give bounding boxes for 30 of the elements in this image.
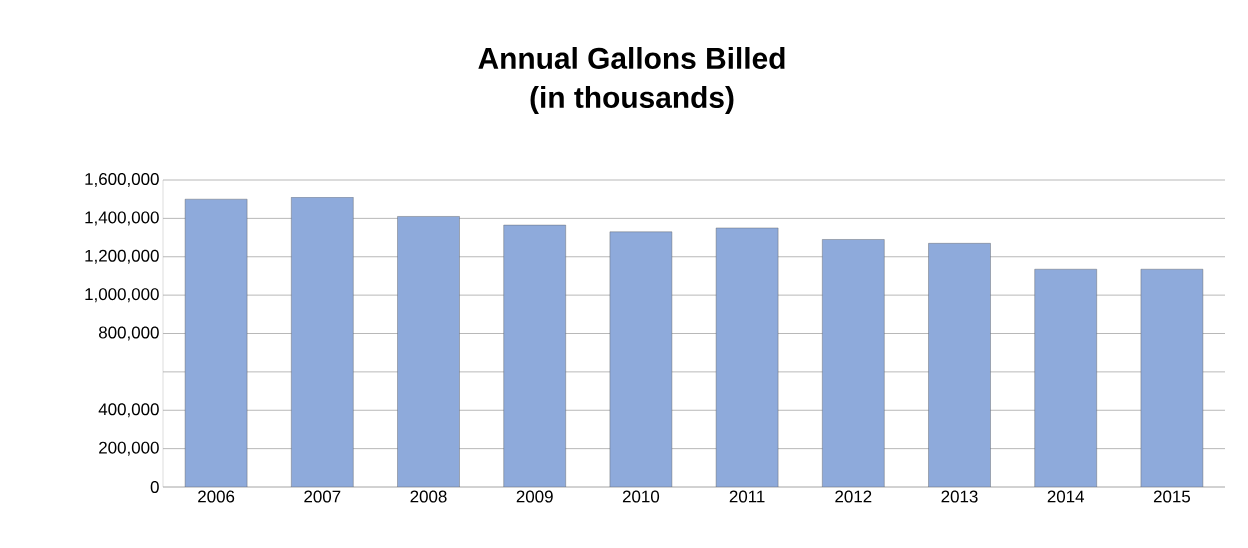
y-tick-label: 1,200,000 [85, 249, 159, 264]
x-tick-label: 2012 [835, 490, 872, 503]
x-tick-label: 2014 [1047, 490, 1085, 503]
bar [928, 243, 991, 488]
x-tick-label: 2009 [516, 490, 553, 503]
y-tick-label: 1,000,000 [85, 288, 159, 303]
bar [397, 216, 460, 488]
y-tick-label: 1,600,000 [85, 173, 159, 188]
bar [1140, 269, 1204, 488]
x-tick-label: 2006 [198, 490, 235, 503]
x-tick-label: 2013 [941, 490, 978, 503]
x-tick-label: 2008 [410, 490, 447, 503]
bar [503, 224, 566, 488]
x-tick-label: 2007 [304, 490, 341, 503]
y-tick-label: 400,000 [98, 403, 159, 418]
y-tick-label: 0 [150, 481, 159, 494]
bar [609, 231, 673, 488]
x-tick-label: 2015 [1153, 490, 1191, 503]
y-tick-label: 1,400,000 [85, 211, 159, 226]
bar [291, 197, 354, 488]
x-tick-label: 2010 [622, 490, 660, 503]
y-tick-label: 800,000 [98, 326, 159, 341]
bar [1034, 269, 1097, 488]
y-tick-label: 200,000 [99, 441, 159, 456]
bar [822, 239, 885, 488]
chart-title: Annual Gallons Billed [478, 47, 785, 69]
bar [715, 227, 779, 488]
bar [184, 198, 248, 488]
x-tick-label: 2011 [729, 490, 765, 503]
chart-subtitle: (in thousands) [530, 86, 734, 114]
